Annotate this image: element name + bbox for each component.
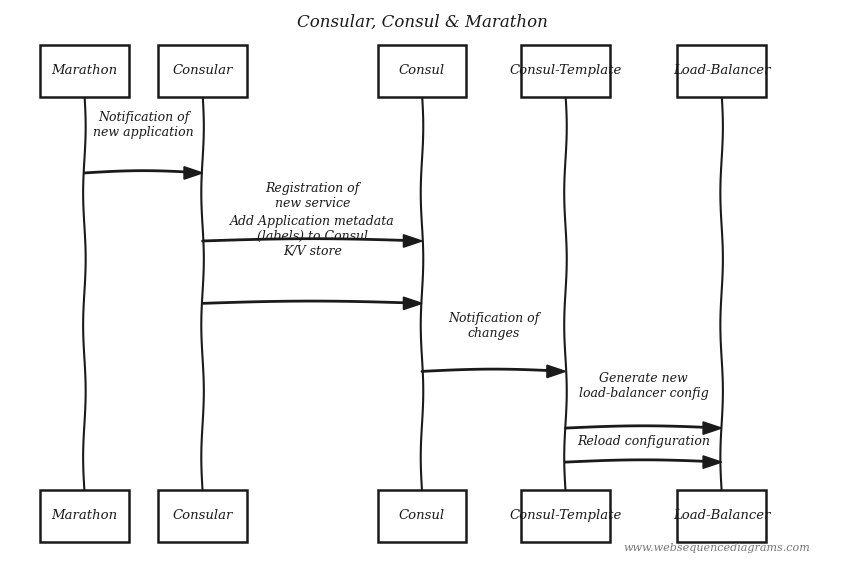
Text: Consular, Consul & Marathon: Consular, Consul & Marathon: [296, 14, 548, 31]
Text: Reload configuration: Reload configuration: [577, 435, 710, 448]
Text: Generate new
load-balancer config: Generate new load-balancer config: [579, 372, 708, 400]
Polygon shape: [703, 456, 722, 468]
Text: Marathon: Marathon: [51, 65, 117, 77]
FancyBboxPatch shape: [378, 490, 466, 542]
Text: Notification of
new application: Notification of new application: [93, 111, 194, 139]
FancyBboxPatch shape: [159, 490, 246, 542]
Text: Consul-Template: Consul-Template: [509, 510, 622, 522]
Text: Consul-Template: Consul-Template: [509, 65, 622, 77]
Text: Notification of
changes: Notification of changes: [448, 312, 539, 340]
Text: Load-Balancer: Load-Balancer: [673, 510, 771, 522]
Text: Consular: Consular: [172, 65, 233, 77]
FancyBboxPatch shape: [41, 45, 129, 97]
FancyBboxPatch shape: [677, 45, 766, 97]
FancyBboxPatch shape: [41, 490, 129, 542]
Polygon shape: [184, 167, 203, 179]
Text: Consular: Consular: [172, 510, 233, 522]
Text: Marathon: Marathon: [51, 510, 117, 522]
Text: Add Application metadata
(labels) to Consul
K/V store: Add Application metadata (labels) to Con…: [230, 215, 395, 258]
FancyBboxPatch shape: [677, 490, 766, 542]
Text: Consul: Consul: [399, 510, 445, 522]
FancyBboxPatch shape: [378, 45, 466, 97]
Polygon shape: [703, 422, 722, 434]
Text: www.websequencediagrams.com: www.websequencediagrams.com: [624, 543, 810, 553]
Polygon shape: [547, 365, 565, 378]
Polygon shape: [403, 297, 422, 310]
Text: Consul: Consul: [399, 65, 445, 77]
FancyBboxPatch shape: [522, 45, 610, 97]
FancyBboxPatch shape: [522, 490, 610, 542]
FancyBboxPatch shape: [159, 45, 246, 97]
Polygon shape: [403, 235, 422, 247]
Text: Load-Balancer: Load-Balancer: [673, 65, 771, 77]
Text: Registration of
new service: Registration of new service: [265, 182, 360, 210]
